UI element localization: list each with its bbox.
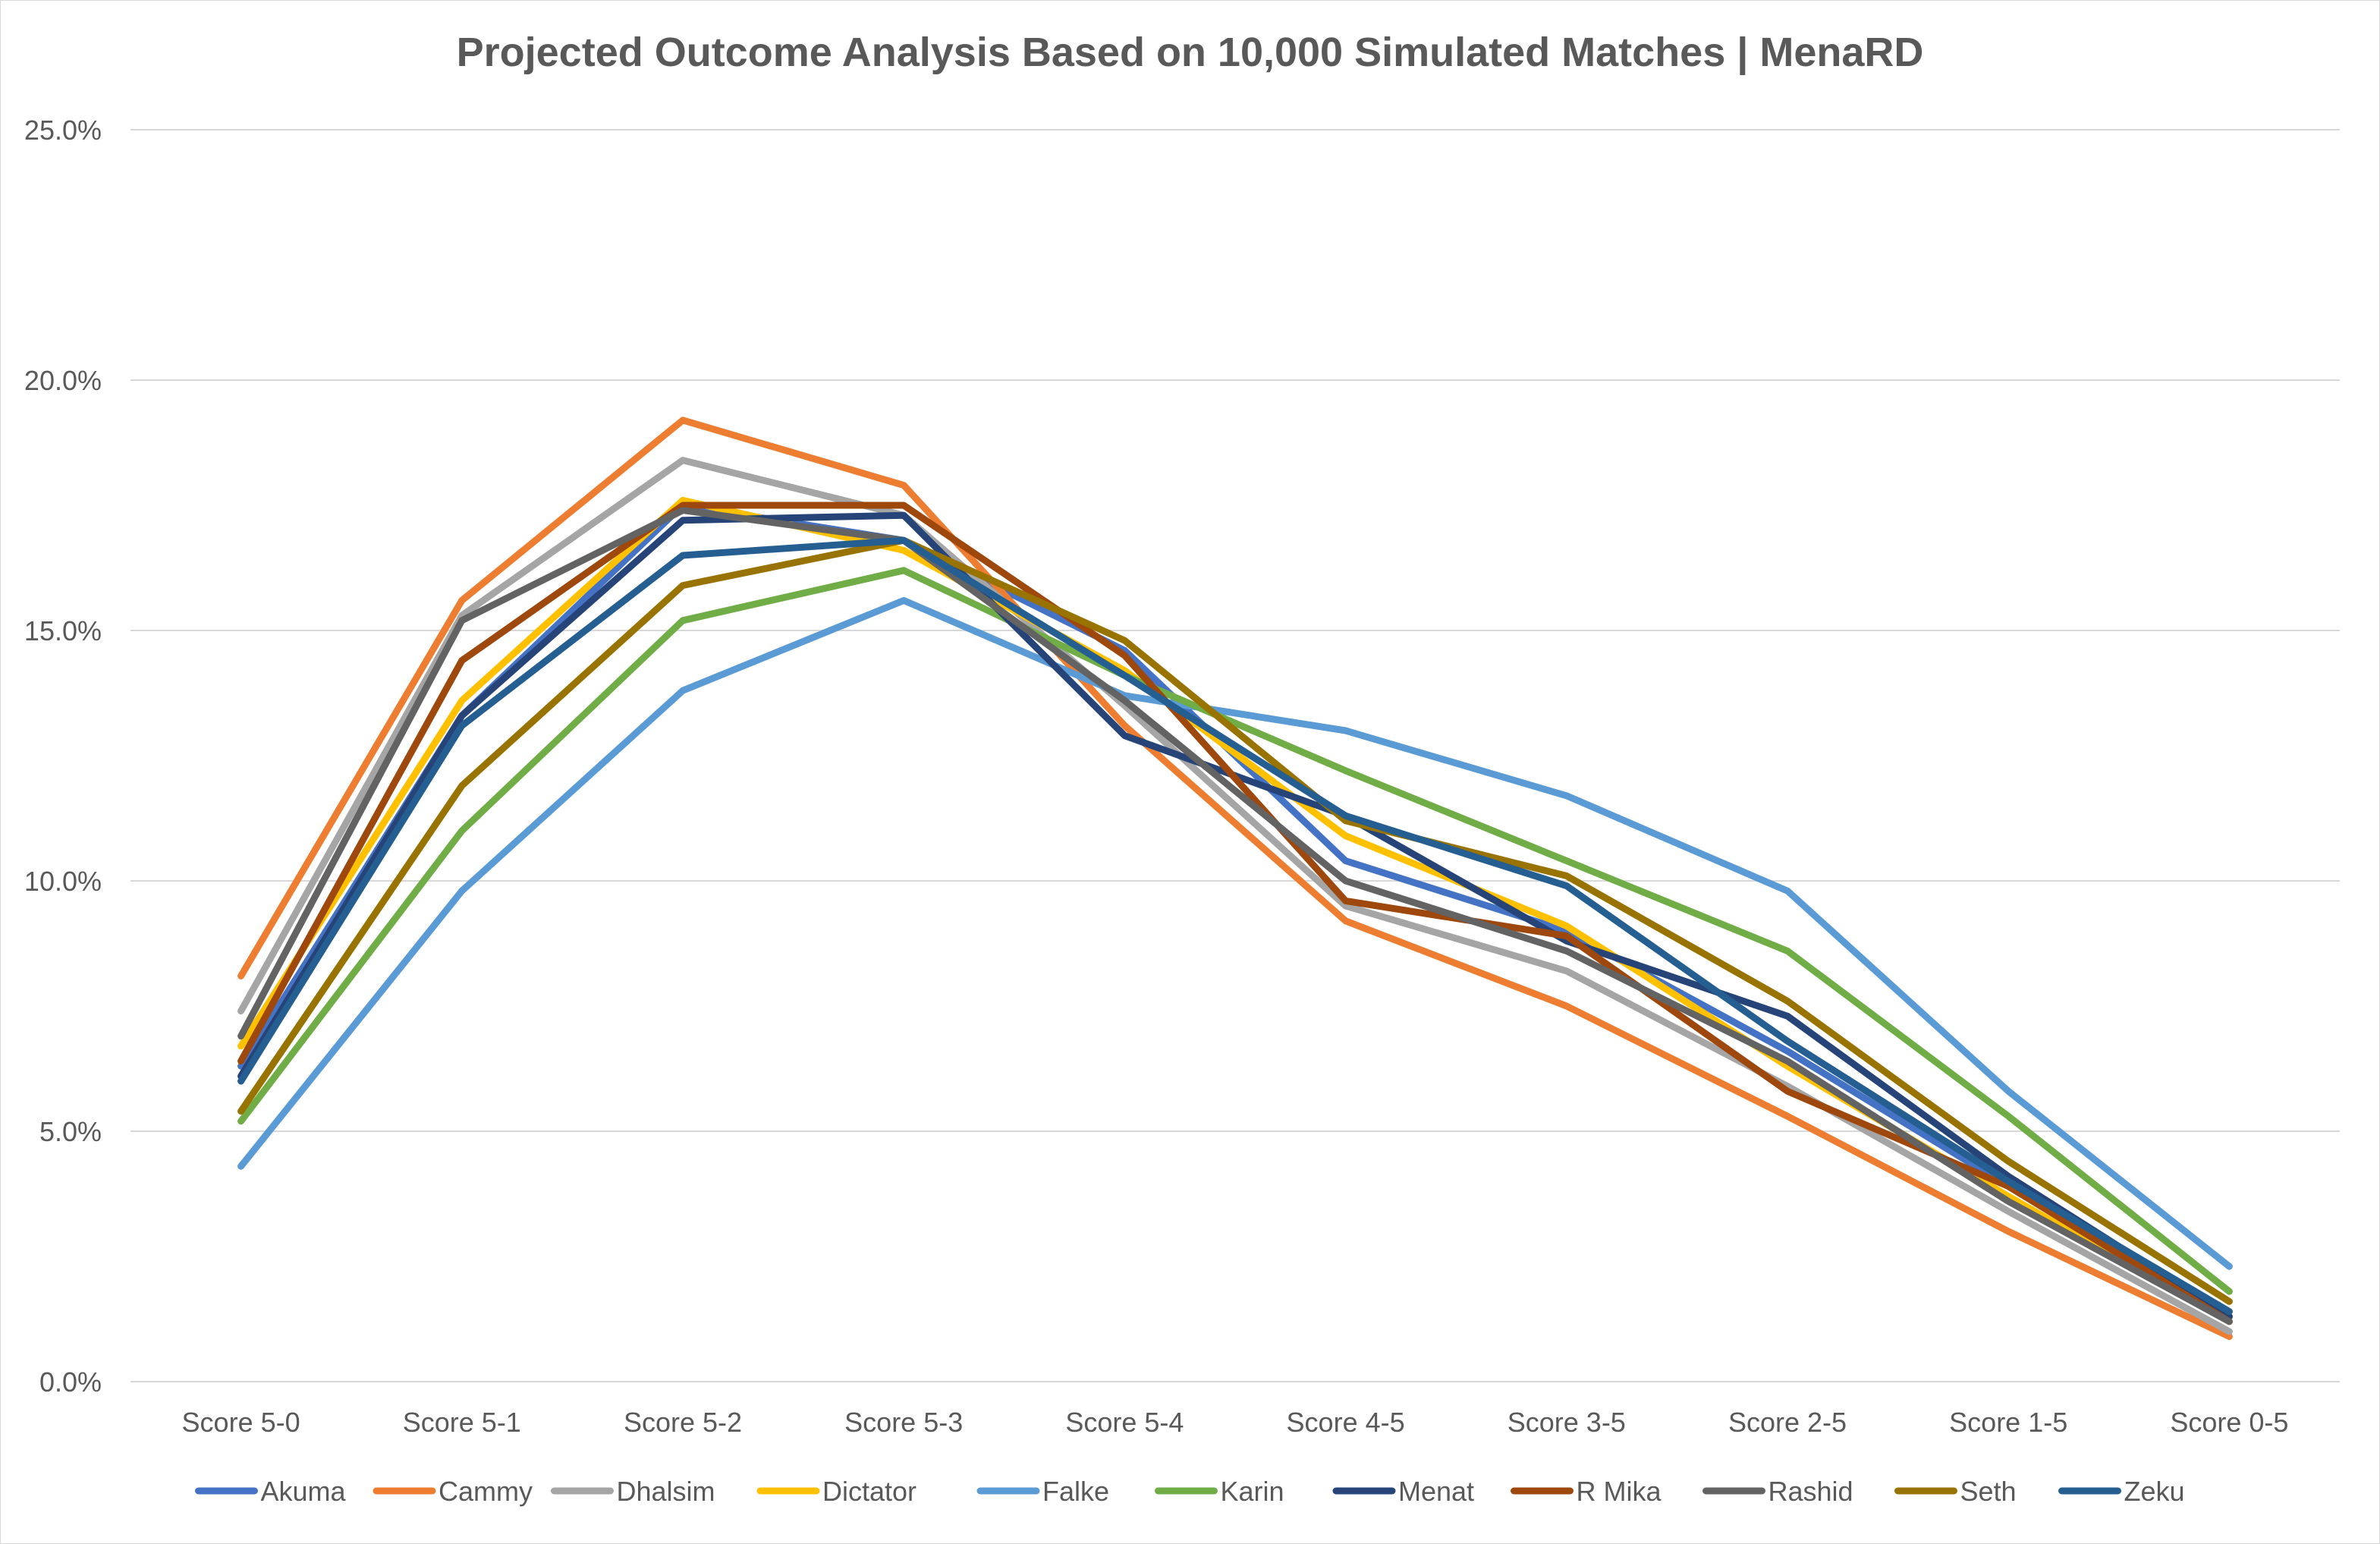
- x-tick-label: Score 5-3: [844, 1407, 963, 1438]
- y-tick-label: 0.0%: [39, 1366, 102, 1398]
- x-axis-tick-labels: Score 5-0 Score 5-1 Score 5-2 Score 5-3 Scor…: [182, 1407, 2289, 1438]
- gridlines: [130, 129, 2340, 1382]
- x-tick-label: Score 5-0: [182, 1407, 300, 1438]
- series-line-cammy: [237, 417, 2233, 1341]
- legend-label-rashid: Rashid: [1768, 1476, 1853, 1507]
- series-line-dictator: [237, 496, 2233, 1325]
- series-line-rashid: [237, 507, 2233, 1325]
- x-tick-label: Score 0-5: [2170, 1407, 2288, 1438]
- y-tick-label: 25.0%: [24, 115, 102, 146]
- series-lines: [237, 417, 2233, 1341]
- legend-label-karin: Karin: [1221, 1476, 1284, 1507]
- y-tick-label: 20.0%: [24, 365, 102, 396]
- x-tick-label: Score 2-5: [1728, 1407, 1847, 1438]
- x-tick-label: Score 4-5: [1287, 1407, 1405, 1438]
- y-tick-label: 5.0%: [39, 1116, 102, 1147]
- legend-label-cammy: Cammy: [439, 1476, 533, 1507]
- series-line-dhalsim: [237, 457, 2233, 1335]
- legend-label-seth: Seth: [1960, 1476, 2017, 1507]
- series-line-r-mika: [237, 502, 2233, 1325]
- y-tick-label: 10.0%: [24, 866, 102, 897]
- legend: Akuma Cammy Dhalsim Dictator Falke Karin Menat…: [195, 1476, 2185, 1507]
- series-line-zeku: [237, 536, 2233, 1316]
- x-tick-label: Score 5-4: [1065, 1407, 1184, 1438]
- legend-label-akuma: Akuma: [261, 1476, 347, 1507]
- legend-label-dictator: Dictator: [822, 1476, 916, 1507]
- series-line-menat: [237, 511, 2233, 1320]
- y-axis-tick-labels: 0.0% 5.0% 10.0% 15.0% 20.0% 25.0%: [24, 115, 102, 1398]
- chart-title: Projected Outcome Analysis Based on 10,0…: [456, 30, 1924, 75]
- legend-label-zeku: Zeku: [2124, 1476, 2185, 1507]
- x-tick-label: Score 5-1: [403, 1407, 521, 1438]
- legend-label-dhalsim: Dhalsim: [617, 1476, 715, 1507]
- series-line-seth: [237, 536, 2233, 1305]
- x-tick-label: Score 1-5: [1949, 1407, 2067, 1438]
- x-tick-label: Score 3-5: [1508, 1407, 1626, 1438]
- x-tick-label: Score 5-2: [624, 1407, 742, 1438]
- series-line-falke: [237, 596, 2233, 1270]
- legend-label-menat: Menat: [1398, 1476, 1474, 1507]
- legend-label-falke: Falke: [1042, 1476, 1109, 1507]
- y-tick-label: 15.0%: [24, 615, 102, 646]
- series-line-karin: [237, 567, 2233, 1295]
- legend-label-r-mika: R Mika: [1577, 1476, 1662, 1507]
